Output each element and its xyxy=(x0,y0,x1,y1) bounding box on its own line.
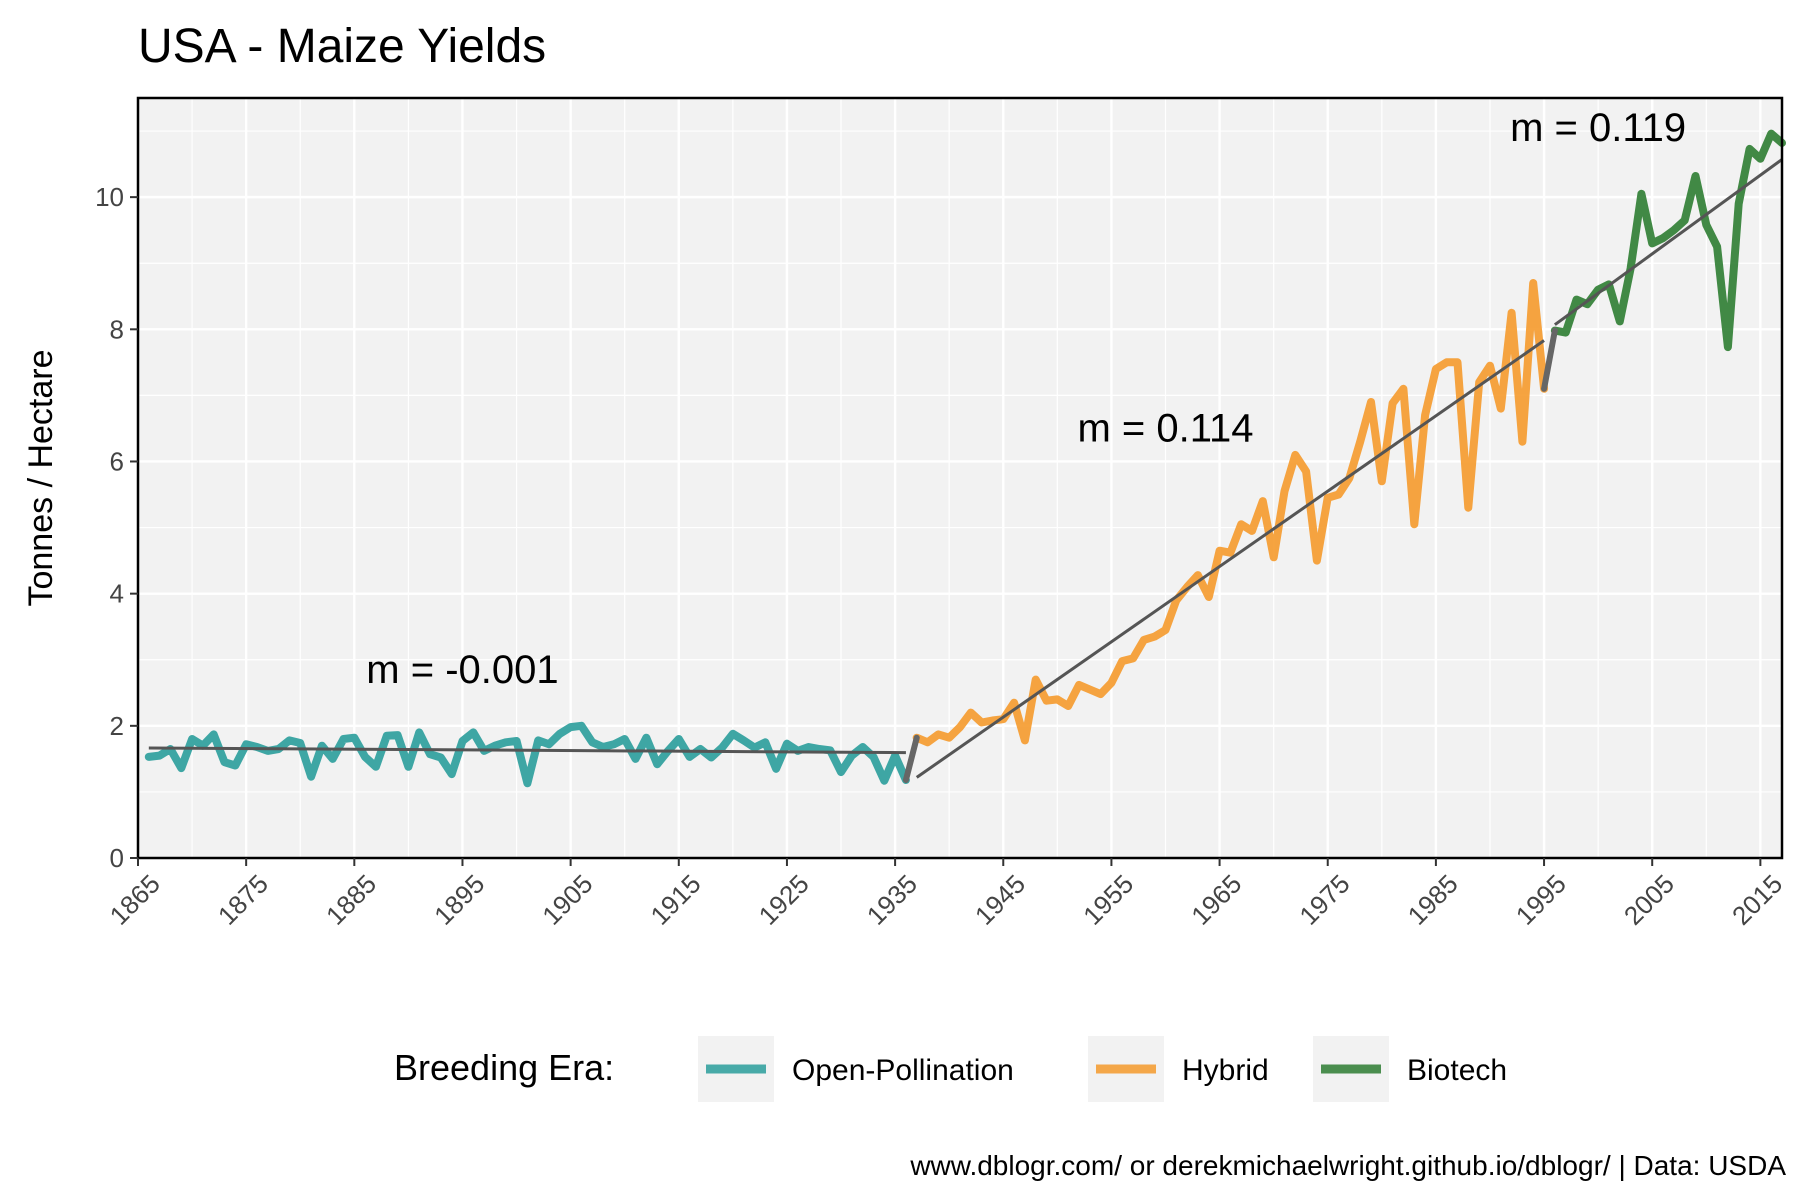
x-tick-label: 1915 xyxy=(644,869,706,931)
x-tick-label: 1965 xyxy=(1185,869,1247,931)
y-axis-title: Tonnes / Hectare xyxy=(22,349,60,606)
slope-annotation: m = 0.114 xyxy=(1077,407,1253,451)
legend-label: Biotech xyxy=(1407,1054,1507,1087)
x-tick-label: 1865 xyxy=(104,869,166,931)
y-tick-label: 4 xyxy=(110,579,124,609)
x-tick-label: 1895 xyxy=(428,869,490,931)
x-tick-label: 1975 xyxy=(1293,869,1355,931)
slope-annotation: m = -0.001 xyxy=(366,648,558,692)
y-tick-label: 8 xyxy=(110,314,124,344)
plot-border xyxy=(136,96,1784,860)
x-tick-label: 1935 xyxy=(861,869,923,931)
x-tick-label: 1925 xyxy=(753,869,815,931)
y-tick-label: 2 xyxy=(110,711,124,741)
slope-annotation: m = 0.119 xyxy=(1510,106,1686,150)
caption: www.dblogr.com/ or derekmichaelwright.gi… xyxy=(909,1150,1786,1181)
x-tick-label: 1955 xyxy=(1077,869,1139,931)
series-line-hybrid xyxy=(912,279,1549,747)
x-tick-label: 1985 xyxy=(1402,869,1464,931)
trend-line xyxy=(148,746,906,755)
legend: Breeding Era: Open-Pollination Hybrid Biot… xyxy=(394,1036,1507,1102)
chart-title: USA - Maize Yields xyxy=(138,20,546,73)
legend-label: Open-Pollination xyxy=(792,1054,1014,1087)
x-tick-label: 2005 xyxy=(1618,869,1680,931)
trend-line xyxy=(1553,158,1783,326)
x-axis: 1865 1875 1885 1895 1905 1915 1925 1935 1945 1955… xyxy=(104,858,1788,931)
x-tick-label: 1885 xyxy=(320,869,382,931)
trend-lines xyxy=(148,158,1783,779)
era-connector xyxy=(1541,327,1558,392)
legend-title: Breeding Era: xyxy=(394,1047,614,1088)
y-axis: 0 2 4 6 8 10 xyxy=(95,182,138,873)
y-tick-label: 6 xyxy=(110,446,124,476)
x-tick-label: 1945 xyxy=(969,869,1031,931)
y-tick-label: 0 xyxy=(110,843,124,873)
slope-annotations: m = -0.001 m = 0.114 m = 0.119 xyxy=(366,106,1686,692)
x-tick-label: 1875 xyxy=(212,869,274,931)
x-tick-label: 1995 xyxy=(1510,869,1572,931)
x-tick-label: 1905 xyxy=(536,869,598,931)
era-connector xyxy=(902,734,920,784)
trend-line xyxy=(915,339,1545,779)
x-tick-label: 2015 xyxy=(1726,869,1788,931)
legend-label: Hybrid xyxy=(1182,1054,1269,1087)
y-tick-label: 10 xyxy=(95,182,124,212)
